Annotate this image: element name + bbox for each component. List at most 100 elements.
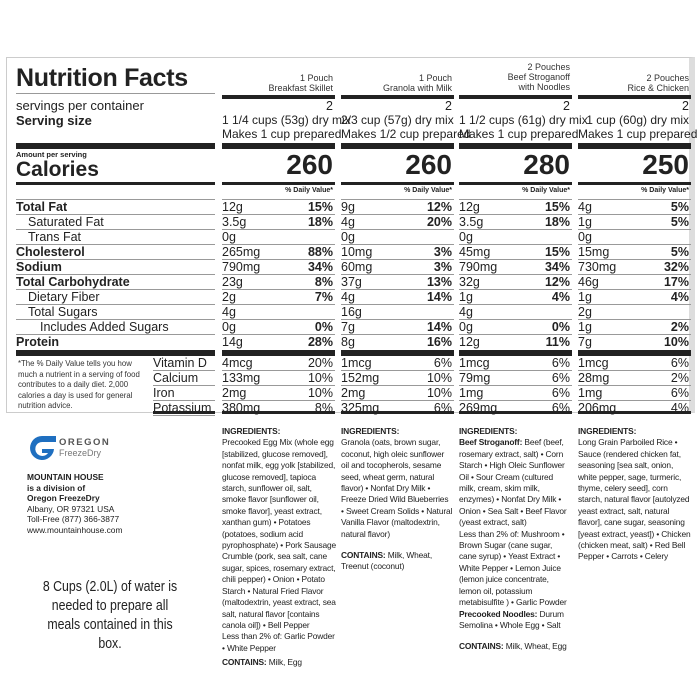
nutrient-amount: 0g (222, 320, 236, 334)
divider (578, 289, 691, 290)
divider (459, 304, 572, 305)
nutrient-daily-value: 28% (307, 335, 333, 349)
serving-size-value: 1 cup (60g) dry mix (586, 113, 689, 127)
divider (459, 400, 572, 401)
ingredients-text: Precooked Noodles: Durum Semolina • Whol… (459, 609, 571, 632)
nutrient-daily-value: 7% (314, 290, 333, 304)
ingredients-block: INGREDIENTS: Granola (oats, brown sugar, … (341, 426, 453, 573)
nutrient-amount: 23g (222, 275, 243, 289)
daily-value-footnote: *The % Daily Value tells you how much a … (18, 359, 140, 410)
divider (222, 259, 335, 260)
nutrition-facts-title: Nutrition Facts (16, 64, 188, 92)
divider (16, 214, 215, 215)
nutrient-daily-value: 5% (670, 215, 689, 229)
divider (16, 304, 215, 305)
servings-label: servings per container (16, 98, 144, 113)
vitamin-label: Iron (153, 386, 175, 400)
nutrient-amount: 1g (578, 290, 592, 304)
divider (459, 274, 572, 275)
vitamin-amount: 1mg (459, 386, 484, 400)
daily-value-header: % Daily Value* (641, 187, 689, 194)
company-info: MOUNTAIN HOUSE is a division of Oregon F… (27, 472, 122, 536)
divider (16, 244, 215, 245)
nutrient-amount: 45mg (459, 245, 491, 259)
nutrient-amount: 790mg (459, 260, 498, 274)
nutrient-amount: 60mg (341, 260, 373, 274)
divider (222, 400, 335, 401)
divider (578, 214, 691, 215)
divider (578, 370, 691, 371)
ingredients-heading: INGREDIENTS: (578, 426, 637, 436)
nutrient-amount: 10mg (341, 245, 373, 259)
prepared-value: Makes 1 cup prepared (222, 127, 342, 141)
divider-bar (459, 350, 572, 356)
nutrient-daily-value: 15% (307, 200, 333, 214)
ingredients-text: Precooked Egg Mix (whole egg [stabilized… (222, 437, 337, 631)
calories-label: Calories (16, 158, 99, 181)
nutrient-label: Sodium (16, 260, 62, 274)
vitamin-daily-value: 6% (551, 371, 570, 385)
vitamin-amount: 4mcg (222, 356, 253, 370)
nutrient-daily-value: 16% (426, 335, 452, 349)
divider (16, 289, 215, 290)
divider (222, 304, 335, 305)
serving-size-label: Serving size (16, 113, 92, 128)
divider-bar (578, 143, 691, 149)
vitamin-daily-value: 10% (307, 371, 333, 385)
prepared-value: Makes 1/2 cup prepared (341, 127, 471, 141)
divider (16, 259, 215, 260)
product-column: 2 Pouches Rice & Chicken 2 1 cup (60g) dry … (578, 60, 697, 415)
vitamin-daily-value: 10% (426, 386, 452, 400)
nutrient-amount: 790mg (222, 260, 261, 274)
ingredients-subheading: Beef Stroganoff: (459, 437, 523, 448)
nutrient-daily-value: 5% (670, 245, 689, 259)
product-name: Beef Stroganoff with Noodles (507, 72, 570, 92)
divider (341, 274, 454, 275)
allergen-statement: CONTAINS: Milk, Wheat, Egg (459, 641, 571, 652)
ingredients-heading: INGREDIENTS: (222, 426, 281, 436)
nutrient-amount: 7g (578, 335, 592, 349)
divider (341, 334, 454, 335)
nutrient-amount: 4g (341, 215, 355, 229)
company-phone: Toll-Free (877) 366-3877 (27, 514, 120, 525)
nutrient-amount: 15mg (578, 245, 610, 259)
divider (459, 334, 572, 335)
nutrient-amount: 12g (459, 335, 480, 349)
divider-bar (459, 182, 572, 185)
vitamin-amount: 2mg (341, 386, 366, 400)
contains-label: CONTAINS: (459, 641, 504, 652)
bottom-divider (153, 411, 215, 414)
product-name: Rice & Chicken (627, 83, 689, 93)
divider-bar (459, 95, 572, 99)
ingredients-heading: INGREDIENTS: (341, 426, 400, 436)
ingredients-subheading: Precooked Noodles: (459, 608, 538, 619)
divider (578, 229, 691, 230)
divider-bar (459, 411, 572, 414)
divider (341, 259, 454, 260)
nutrient-amount: 4g (341, 290, 355, 304)
nutrient-daily-value: 0% (314, 320, 333, 334)
divider (222, 370, 335, 371)
product-column: 1 Pouch Breakfast Skillet 2 1 1/4 cups (53g… (222, 60, 351, 415)
nutrient-label: Includes Added Sugars (40, 320, 169, 334)
divider (459, 289, 572, 290)
company-logo: OREGON FreezeDry (27, 435, 112, 461)
product-header: 1 Pouch Breakfast Skillet (268, 73, 333, 93)
ingredients-text: Less than 2% of: Mushroom • Brown Sugar … (459, 529, 571, 609)
divider (16, 334, 215, 335)
nutrient-amount: 2g (578, 305, 592, 319)
nutrient-daily-value: 2% (670, 320, 689, 334)
divider (341, 385, 454, 386)
servings-value: 2 (563, 99, 570, 113)
nutrient-amount: 0g (459, 230, 473, 244)
nutrient-amount: 32g (459, 275, 480, 289)
nutrient-label: Total Fat (16, 200, 68, 214)
nutrient-daily-value: 5% (670, 200, 689, 214)
vitamin-daily-value: 6% (670, 356, 689, 370)
nutrient-amount: 4g (222, 305, 236, 319)
nutrient-amount: 37g (341, 275, 362, 289)
daily-value-header: % Daily Value* (285, 187, 333, 194)
divider (341, 214, 454, 215)
vitamin-amount: 1mcg (578, 356, 609, 370)
nutrient-amount: 4g (578, 200, 592, 214)
